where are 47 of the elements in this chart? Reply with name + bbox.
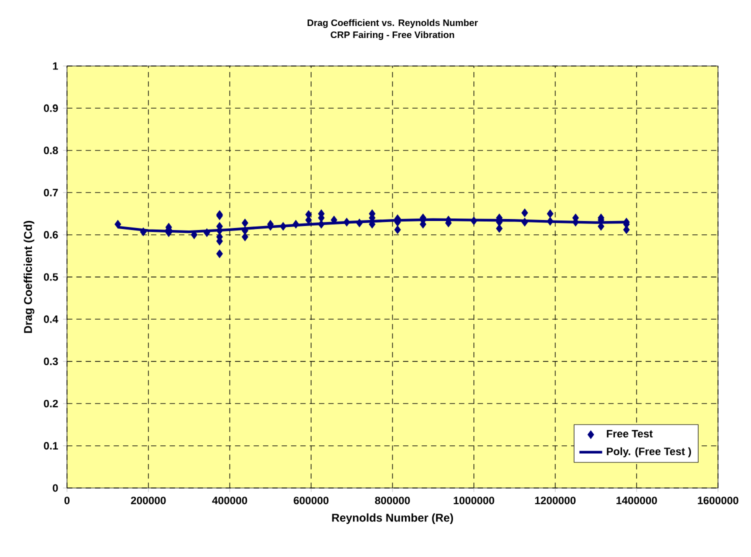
x-tick-label: 1600000 <box>698 496 738 504</box>
y-tick-label: 0.4 <box>44 315 58 323</box>
point <box>242 218 248 228</box>
point <box>546 209 554 218</box>
point <box>242 232 248 242</box>
chart-subtitle: CRP Fairing - Free Vibration <box>330 31 454 40</box>
y-tick-label: 0.5 <box>44 273 58 281</box>
point <box>204 228 210 237</box>
legend-label: Poly. (Free Test ) <box>606 447 691 458</box>
point <box>356 218 363 228</box>
y-tick-label: 0.9 <box>44 104 58 112</box>
point <box>394 225 401 234</box>
x-tick-label: 0 <box>64 496 70 504</box>
x-tick-label: 800000 <box>375 496 410 504</box>
x-tick-label: 1000000 <box>454 496 494 504</box>
y-tick-label: 0.3 <box>44 358 58 366</box>
point <box>114 220 122 229</box>
point <box>521 218 528 226</box>
x-tick-label: 400000 <box>212 496 248 504</box>
x-tick-label: 600000 <box>294 496 328 504</box>
x-tick-label: 200000 <box>130 496 166 504</box>
point <box>140 228 147 236</box>
x-tick-label: 1400000 <box>616 496 657 504</box>
point <box>242 226 248 235</box>
point <box>280 222 286 231</box>
point <box>216 250 223 258</box>
y-tick-label: 1 <box>53 62 58 70</box>
y-tick-label: 0.6 <box>44 231 58 239</box>
chart-title: Drag Coefficient vs. Reynolds Number <box>308 19 478 28</box>
point <box>318 220 325 229</box>
x-axis-title: Reynolds Number (Re) <box>332 513 453 524</box>
y-tick-label: 0.7 <box>44 188 58 196</box>
point <box>190 230 198 240</box>
point <box>343 218 350 226</box>
point <box>292 220 300 229</box>
point <box>521 208 528 218</box>
point <box>330 216 338 224</box>
legend-label: Free Test <box>606 430 653 438</box>
y-tick-label: 0 <box>52 484 58 492</box>
point <box>470 216 478 226</box>
y-axis-title: Drag Coefficient (Cd) <box>24 220 34 333</box>
y-tick-label: 0.8 <box>44 146 58 154</box>
x-tick-label: 1200000 <box>535 496 576 504</box>
y-tick-label: 0.2 <box>44 400 58 408</box>
y-tick-label: 0.1 <box>44 442 58 450</box>
point <box>496 224 503 233</box>
point <box>546 217 554 226</box>
